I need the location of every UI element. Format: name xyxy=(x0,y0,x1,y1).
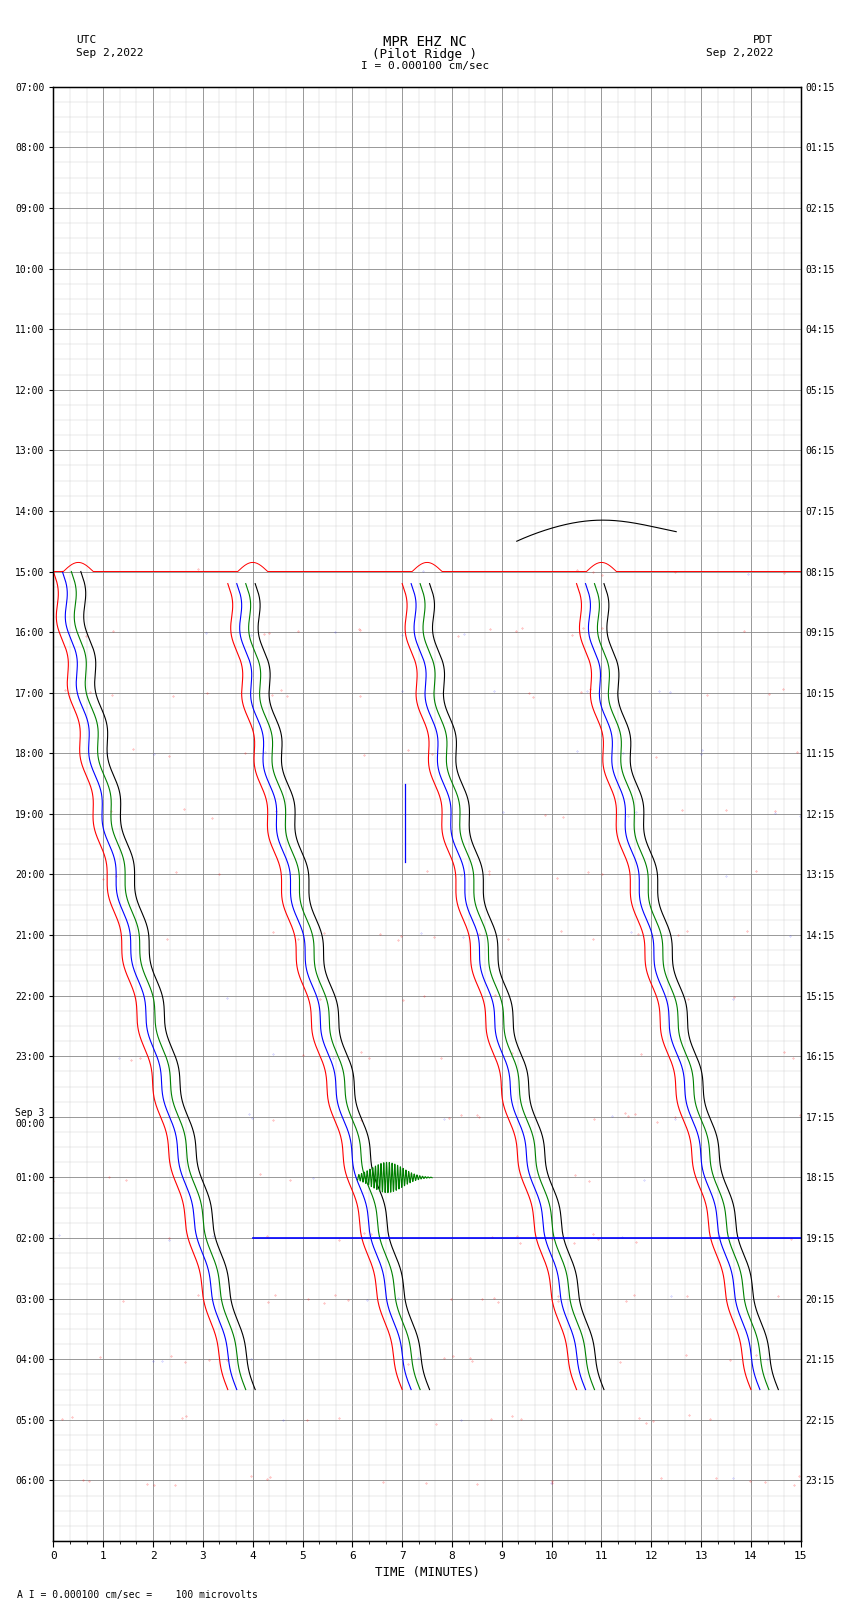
Text: UTC: UTC xyxy=(76,35,97,45)
Text: I = 0.000100 cm/sec: I = 0.000100 cm/sec xyxy=(361,61,489,71)
Text: Sep 2,2022: Sep 2,2022 xyxy=(76,48,144,58)
Text: MPR EHZ NC: MPR EHZ NC xyxy=(383,35,467,50)
Text: (Pilot Ridge ): (Pilot Ridge ) xyxy=(372,48,478,61)
Text: A I = 0.000100 cm/sec =    100 microvolts: A I = 0.000100 cm/sec = 100 microvolts xyxy=(17,1590,258,1600)
Text: PDT: PDT xyxy=(753,35,774,45)
X-axis label: TIME (MINUTES): TIME (MINUTES) xyxy=(375,1566,479,1579)
Text: Sep 2,2022: Sep 2,2022 xyxy=(706,48,774,58)
